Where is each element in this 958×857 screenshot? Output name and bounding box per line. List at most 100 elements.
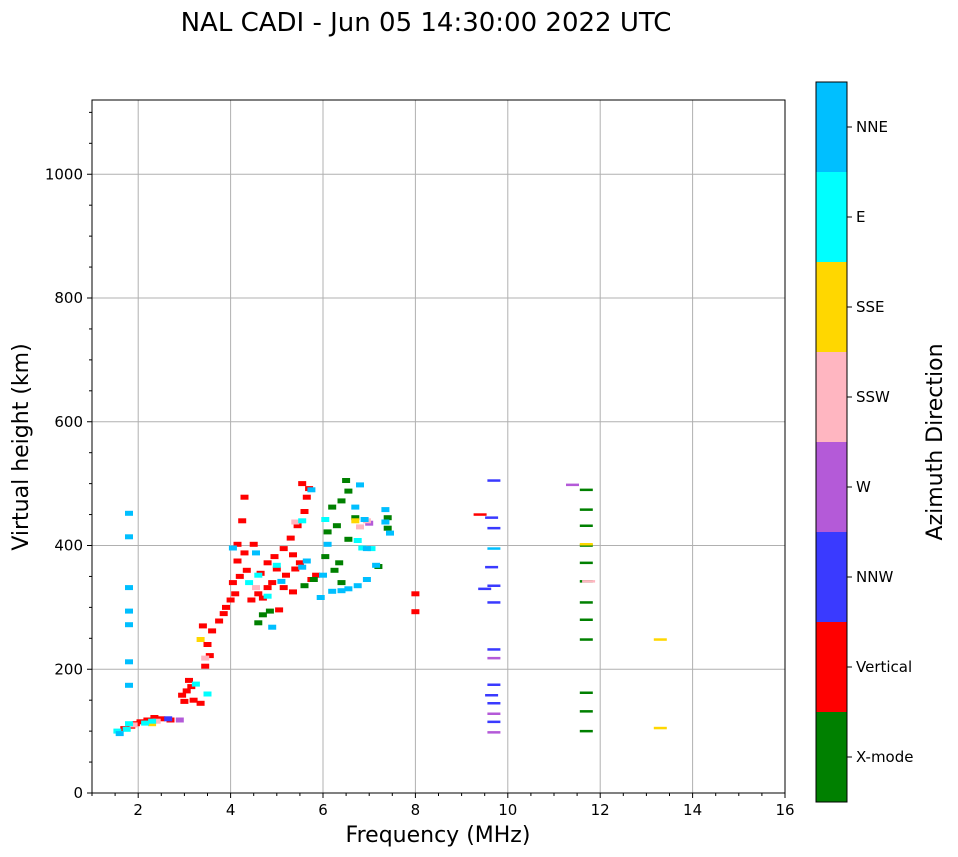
data-point [164, 716, 173, 722]
data-point [254, 620, 263, 626]
data-point [125, 622, 133, 628]
data-point [487, 702, 501, 705]
data-point [189, 697, 198, 703]
data-point [485, 565, 499, 569]
data-point [228, 545, 237, 551]
data-point [198, 623, 207, 629]
data-point [362, 546, 371, 552]
data-point [240, 550, 249, 556]
data-point [302, 494, 311, 500]
data-point [579, 544, 593, 547]
colorbar-segment [816, 442, 847, 532]
data-point [487, 720, 501, 724]
colorbar-segment [816, 622, 847, 712]
y-tick-label: 400 [54, 537, 83, 555]
data-point [233, 558, 242, 564]
data-point [178, 692, 187, 698]
x-tick-label: 6 [318, 801, 328, 819]
data-point [270, 554, 279, 560]
plot-grid [92, 100, 785, 793]
series-sse [148, 518, 667, 730]
data-point [203, 642, 212, 647]
colorbar-segment [816, 82, 847, 172]
colorbar-segment [816, 532, 847, 622]
data-point [277, 578, 286, 584]
data-point [473, 513, 487, 516]
x-tick-label: 4 [226, 801, 236, 819]
data-point [302, 558, 311, 564]
data-point [185, 677, 193, 683]
data-point [286, 535, 295, 541]
y-tick-label: 200 [54, 660, 83, 678]
colorbar-tick-label: NNW [856, 568, 893, 586]
data-point [337, 498, 346, 504]
data-point [332, 523, 341, 529]
data-point [228, 580, 237, 586]
data-point [196, 637, 205, 642]
data-point [219, 611, 228, 617]
data-point [254, 591, 263, 597]
data-point [245, 580, 254, 586]
data-point [272, 562, 281, 568]
data-point [298, 481, 307, 487]
data-point [279, 585, 288, 591]
data-point [182, 688, 191, 694]
data-point [356, 524, 364, 530]
series-nne [115, 482, 501, 737]
data-point [152, 718, 161, 724]
data-point [653, 638, 667, 641]
data-point [298, 564, 307, 570]
data-point [309, 577, 318, 582]
data-point [258, 612, 267, 618]
data-point [289, 589, 297, 595]
y-tick-label: 1000 [45, 165, 83, 183]
x-tick-label: 12 [591, 801, 610, 819]
series-w [175, 483, 579, 734]
data-point [141, 720, 150, 726]
data-point [478, 587, 492, 591]
data-point [196, 700, 205, 706]
data-point [295, 560, 304, 566]
data-point [579, 638, 593, 641]
data-point [125, 510, 133, 516]
data-point [191, 681, 200, 687]
data-point [222, 604, 230, 610]
colorbar-tick-label: W [856, 478, 871, 496]
data-point [411, 609, 420, 615]
data-point [386, 530, 394, 536]
data-point [487, 656, 501, 660]
data-point [300, 583, 309, 589]
data-point [579, 508, 593, 511]
data-point [487, 584, 501, 587]
data-point [272, 566, 281, 572]
data-point [282, 572, 290, 578]
data-point [252, 585, 260, 591]
data-point [328, 504, 337, 510]
colorbar-tick-label: Vertical [856, 658, 912, 676]
data-point [275, 607, 284, 613]
data-point [487, 683, 501, 686]
data-point [115, 731, 124, 737]
data-point [344, 488, 353, 494]
colorbar-tick-label: NNE [856, 118, 888, 136]
data-point [356, 482, 364, 488]
data-point [215, 618, 224, 624]
data-point [263, 560, 272, 566]
series-nnw [164, 479, 501, 724]
data-point [579, 601, 593, 604]
data-point [125, 721, 133, 727]
data-point [653, 726, 667, 730]
data-point [263, 593, 272, 599]
data-point [487, 601, 501, 604]
data-point [485, 516, 499, 519]
colorbar-label: Azimuth Direction [923, 343, 948, 540]
data-point [298, 518, 307, 524]
series-e [113, 517, 376, 734]
colorbar-tick-label: X-mode [856, 748, 913, 766]
data-point [316, 595, 325, 600]
colorbar-segment [816, 712, 847, 802]
data-point [125, 585, 133, 591]
y-tick-label: 800 [54, 289, 83, 307]
data-point [129, 722, 138, 728]
data-point [307, 487, 316, 493]
